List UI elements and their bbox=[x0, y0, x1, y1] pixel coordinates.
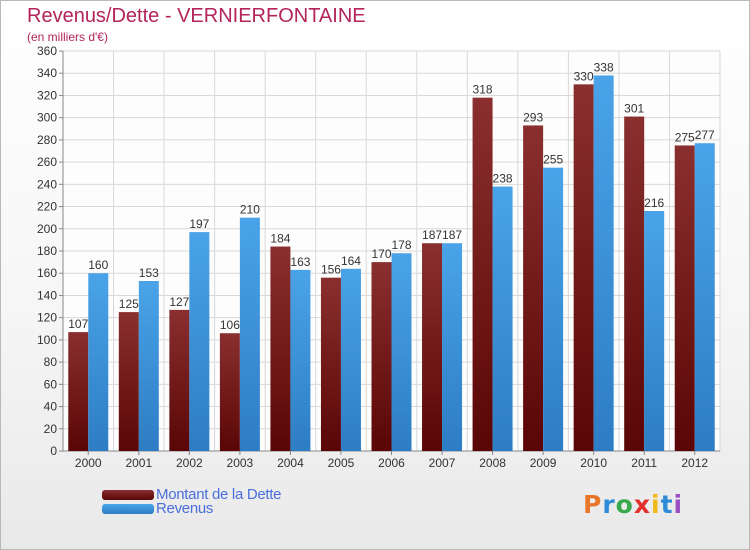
bar-debt bbox=[371, 262, 392, 451]
y-tick-label: 140 bbox=[37, 288, 57, 302]
y-tick-label: 320 bbox=[37, 88, 57, 102]
data-label-debt: 318 bbox=[473, 83, 493, 97]
y-tick-label: 0 bbox=[50, 444, 57, 458]
chart-title: Revenus/Dette - VERNIERFONTAINE bbox=[27, 5, 366, 27]
bar-debt bbox=[68, 332, 89, 451]
data-label-revenus: 163 bbox=[290, 255, 310, 269]
legend-swatch-debt bbox=[102, 490, 154, 500]
y-tick-label: 60 bbox=[44, 377, 58, 391]
x-tick-label: 2011 bbox=[631, 456, 657, 470]
bar-debt bbox=[422, 243, 443, 451]
data-label-revenus: 164 bbox=[341, 254, 361, 268]
y-tick-label: 40 bbox=[44, 400, 58, 414]
data-label-revenus: 160 bbox=[88, 258, 108, 272]
data-label-revenus: 210 bbox=[240, 203, 260, 217]
y-tick-label: 220 bbox=[37, 200, 57, 214]
bar-revenus bbox=[138, 281, 159, 451]
legend-label-revenus: Revenus bbox=[156, 500, 214, 517]
bar-debt bbox=[472, 97, 493, 452]
data-label-revenus: 153 bbox=[139, 266, 159, 280]
data-label-debt: 127 bbox=[169, 295, 189, 309]
proxiti-logo: Proxiti bbox=[583, 490, 684, 519]
data-label-debt: 293 bbox=[523, 110, 543, 124]
data-label-debt: 156 bbox=[321, 263, 341, 277]
bar-revenus bbox=[391, 253, 412, 451]
bar-revenus bbox=[239, 217, 260, 451]
x-tick-label: 2007 bbox=[429, 456, 456, 470]
x-tick-label: 2005 bbox=[328, 456, 355, 470]
bar-debt bbox=[573, 84, 594, 451]
bar-debt bbox=[320, 277, 341, 451]
y-tick-label: 180 bbox=[37, 244, 57, 258]
bars bbox=[68, 75, 715, 452]
bar-revenus bbox=[340, 268, 361, 451]
y-tick-label: 240 bbox=[37, 177, 57, 191]
bar-revenus bbox=[644, 211, 665, 451]
legend-swatch-revenus bbox=[102, 504, 154, 514]
bar-debt bbox=[169, 309, 190, 451]
y-tick-label: 260 bbox=[37, 155, 57, 169]
data-label-revenus: 197 bbox=[189, 217, 209, 231]
data-label-debt: 170 bbox=[371, 247, 391, 261]
x-tick-label: 2002 bbox=[176, 456, 203, 470]
data-label-debt: 125 bbox=[119, 297, 139, 311]
data-label-revenus: 277 bbox=[695, 128, 715, 142]
x-tick-label: 2008 bbox=[479, 456, 506, 470]
y-tick-label: 160 bbox=[37, 266, 57, 280]
x-tick-label: 2010 bbox=[580, 456, 607, 470]
data-label-revenus: 238 bbox=[493, 172, 513, 186]
chart-subtitle: (en milliers d'€) bbox=[27, 30, 108, 44]
y-tick-label: 100 bbox=[37, 333, 57, 347]
bar-revenus bbox=[442, 243, 463, 451]
bar-revenus bbox=[290, 269, 311, 451]
bar-revenus bbox=[593, 75, 614, 451]
x-tick-label: 2012 bbox=[681, 456, 708, 470]
y-tick-label: 280 bbox=[37, 133, 57, 147]
x-tick-label: 2001 bbox=[125, 456, 152, 470]
bar-debt bbox=[674, 145, 695, 451]
data-label-debt: 330 bbox=[574, 69, 594, 83]
x-tick-label: 2009 bbox=[530, 456, 557, 470]
x-tick-label: 2006 bbox=[378, 456, 405, 470]
data-label-debt: 107 bbox=[68, 317, 88, 331]
x-tick-label: 2003 bbox=[227, 456, 254, 470]
data-label-revenus: 338 bbox=[594, 60, 614, 74]
bar-debt bbox=[219, 333, 240, 451]
y-tick-label: 300 bbox=[37, 111, 57, 125]
data-label-revenus: 216 bbox=[644, 196, 664, 210]
bar-debt bbox=[523, 125, 544, 451]
data-label-debt: 301 bbox=[624, 102, 644, 116]
y-tick-label: 360 bbox=[37, 44, 57, 58]
data-label-debt: 187 bbox=[422, 228, 442, 242]
data-label-revenus: 255 bbox=[543, 153, 563, 167]
y-tick-label: 80 bbox=[44, 355, 58, 369]
data-label-debt: 184 bbox=[270, 232, 290, 246]
y-tick-label: 20 bbox=[44, 422, 58, 436]
y-tick-label: 340 bbox=[37, 66, 57, 80]
data-label-debt: 106 bbox=[220, 318, 240, 332]
y-tick-label: 120 bbox=[37, 311, 57, 325]
data-label-debt: 275 bbox=[675, 130, 695, 144]
x-tick-label: 2000 bbox=[75, 456, 102, 470]
bar-revenus bbox=[492, 186, 513, 452]
bar-debt bbox=[624, 116, 645, 452]
data-label-revenus: 187 bbox=[442, 228, 462, 242]
bar-debt bbox=[270, 246, 291, 451]
bar-revenus bbox=[694, 143, 715, 451]
bar-revenus bbox=[189, 232, 210, 451]
bar-revenus bbox=[543, 167, 564, 451]
bar-revenus bbox=[88, 273, 109, 451]
x-tick-label: 2004 bbox=[277, 456, 304, 470]
bar-debt bbox=[118, 312, 139, 451]
y-tick-label: 200 bbox=[37, 222, 57, 236]
legend-label-debt: Montant de la Dette bbox=[156, 486, 282, 503]
data-label-revenus: 178 bbox=[391, 238, 411, 252]
